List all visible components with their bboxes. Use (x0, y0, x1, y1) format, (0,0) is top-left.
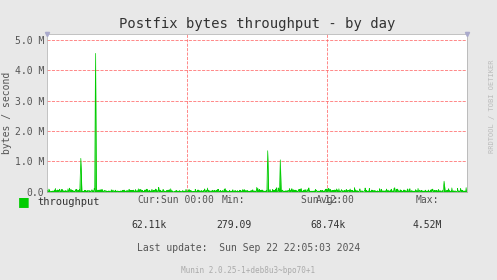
Title: Postfix bytes throughput - by day: Postfix bytes throughput - by day (119, 17, 396, 31)
Text: RRDTOOL / TOBI OETIKER: RRDTOOL / TOBI OETIKER (489, 60, 495, 153)
Text: ■: ■ (17, 195, 29, 208)
Text: 4.52M: 4.52M (413, 220, 442, 230)
Y-axis label: bytes / second: bytes / second (2, 72, 12, 154)
Text: Avg:: Avg: (316, 195, 340, 205)
Text: 68.74k: 68.74k (311, 220, 345, 230)
Text: Munin 2.0.25-1+deb8u3~bpo70+1: Munin 2.0.25-1+deb8u3~bpo70+1 (181, 266, 316, 275)
Text: Max:: Max: (415, 195, 439, 205)
Text: throughput: throughput (37, 197, 100, 207)
Text: Cur:: Cur: (137, 195, 161, 205)
Text: Min:: Min: (222, 195, 246, 205)
Text: 279.09: 279.09 (216, 220, 251, 230)
Text: 62.11k: 62.11k (132, 220, 166, 230)
Text: Last update:  Sun Sep 22 22:05:03 2024: Last update: Sun Sep 22 22:05:03 2024 (137, 243, 360, 253)
